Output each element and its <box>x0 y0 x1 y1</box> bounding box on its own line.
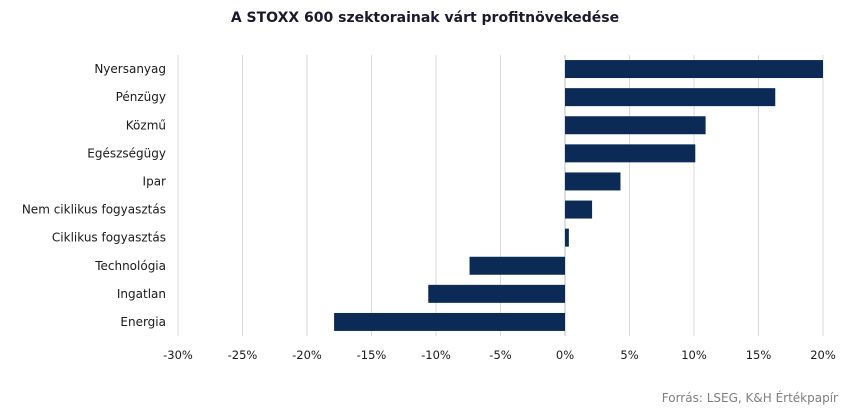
bar <box>565 228 569 247</box>
bar <box>469 256 565 275</box>
bar <box>334 312 565 331</box>
category-label: Közmű <box>126 118 166 132</box>
x-tick-label: -5% <box>489 348 511 362</box>
x-tick-label: -10% <box>421 348 451 362</box>
category-label: Egészségügy <box>87 146 166 160</box>
x-tick-label: -20% <box>292 348 322 362</box>
x-tick-label: -25% <box>228 348 258 362</box>
category-label: Energia <box>120 315 166 329</box>
category-label: Technológia <box>94 259 166 273</box>
x-tick-label: 5% <box>620 348 638 362</box>
chart-title: A STOXX 600 szektorainak várt profitnöve… <box>230 10 620 26</box>
bar <box>428 284 565 303</box>
category-label: Nem ciklikus fogyasztás <box>22 203 166 217</box>
x-tick-label: 20% <box>810 348 836 362</box>
category-label: Pénzügy <box>116 90 166 104</box>
x-tick-label: -15% <box>357 348 387 362</box>
x-tick-label: 0% <box>556 348 574 362</box>
category-label: Ipar <box>143 174 167 188</box>
bar <box>565 144 696 163</box>
category-label: Nyersanyag <box>94 62 166 76</box>
category-labels: Nyersanyag Pénzügy Közmű Egészségügy Ipar Nem… <box>22 62 166 329</box>
source-note: Forrás: LSEG, K&H Értékpapír <box>661 391 838 405</box>
category-label: Ciklikus fogyasztás <box>52 231 166 245</box>
bar <box>565 172 621 191</box>
x-tick-label: -30% <box>163 348 193 362</box>
bar <box>565 60 823 79</box>
bar <box>565 88 776 107</box>
bar <box>565 116 706 135</box>
category-label: Ingatlan <box>117 287 166 301</box>
bars <box>334 60 823 331</box>
x-axis-tick-labels: -30% -25% -20% -15% -10% -5% 0% 5% 10% 15% 20% <box>163 348 836 362</box>
x-tick-label: 15% <box>746 348 772 362</box>
bar <box>565 200 593 219</box>
x-tick-label: 10% <box>681 348 707 362</box>
